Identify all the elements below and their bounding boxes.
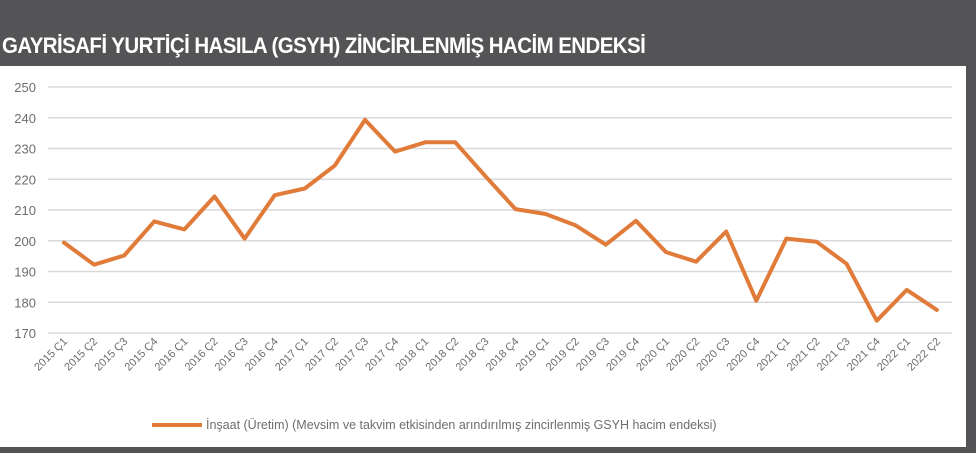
y-axis-labels: 170 180 190 200 210 220 230 240 250 <box>14 80 36 341</box>
y-tick-label: 190 <box>14 265 36 280</box>
y-tick-label: 200 <box>14 234 36 249</box>
series-line <box>62 117 939 323</box>
y-tick-label: 220 <box>14 172 36 187</box>
y-tick-label: 170 <box>14 326 36 341</box>
x-tick-label: 2022 Ç2 <box>905 336 943 374</box>
y-tick-label: 240 <box>14 111 36 126</box>
y-tick-label: 180 <box>14 295 36 310</box>
chart-panel <box>0 66 966 447</box>
y-tick-label: 250 <box>14 80 36 95</box>
y-tick-label: 230 <box>14 142 36 157</box>
chart-title: GAYRİSAFİ YURTİÇİ HASILA (GSYH) ZİNCİRLE… <box>2 33 646 58</box>
gridlines <box>48 86 952 334</box>
legend: İnşaat (Üretim) (Mevsim ve takvim etkisi… <box>152 418 717 432</box>
y-tick-label: 210 <box>14 203 36 218</box>
legend-label: İnşaat (Üretim) (Mevsim ve takvim etkisi… <box>206 418 717 432</box>
